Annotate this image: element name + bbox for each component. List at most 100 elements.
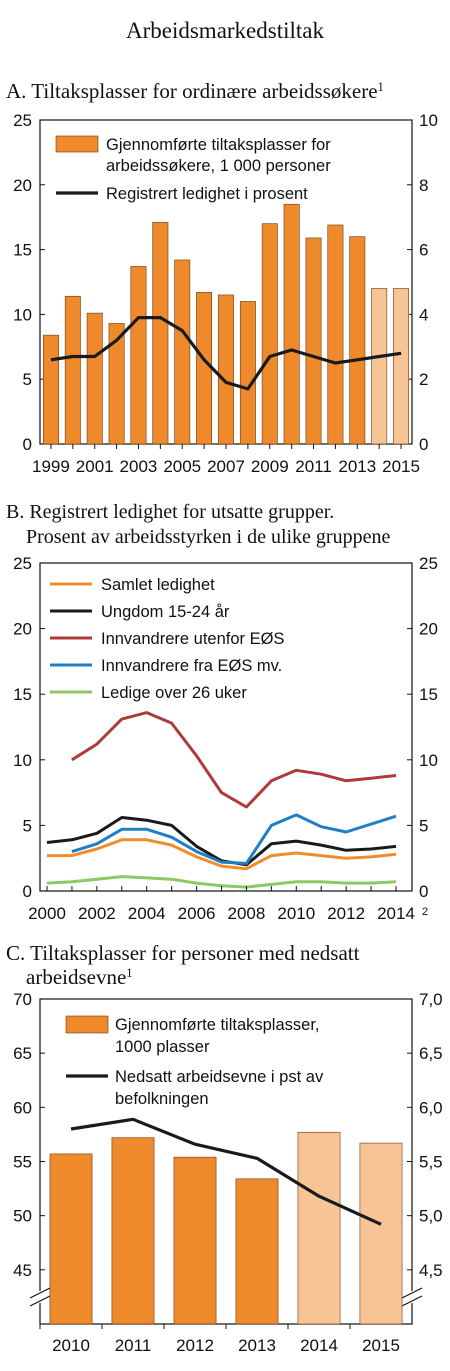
y-left-tick-label: 45: [13, 1261, 32, 1280]
y-right-tick-label: 6,0: [419, 1098, 443, 1117]
title-footnote-marker: 1: [126, 966, 132, 980]
y-left-tick-label: 25: [13, 111, 32, 130]
y-right-tick-label: 7,0: [419, 990, 443, 1009]
bar: [283, 203, 300, 445]
bar: [174, 259, 191, 445]
y-left-tick-label: 25: [13, 554, 32, 573]
bar: [359, 1142, 403, 1325]
chart-title: A. Tiltaksplasser for ordinære arbeidssø…: [6, 79, 384, 103]
axis-break-mark: [29, 1295, 51, 1307]
y-left-tick-label: 10: [13, 751, 32, 770]
x-tick-label: 2013: [338, 457, 376, 476]
legend-label: Gjennomførte tiltaksplasser,: [115, 1016, 320, 1034]
title-footnote-marker: 1: [378, 80, 384, 94]
x-tick-label: 2008: [228, 904, 266, 923]
y-left-tick-label: 70: [13, 990, 32, 1009]
bar: [235, 1178, 279, 1325]
legend-swatch-bar: [55, 135, 99, 153]
legend-label: Ungdom 15-24 år: [101, 603, 230, 621]
bar: [239, 301, 256, 445]
series-line-registrert-ledighet: [50, 316, 402, 391]
bar: [111, 1137, 155, 1325]
bar: [327, 224, 344, 445]
x-tick-label: 2004: [128, 904, 166, 923]
y-left-tick-label: 10: [13, 305, 32, 324]
x-tick-label: 2015: [382, 457, 420, 476]
bar: [130, 266, 147, 445]
series-line: [47, 838, 397, 871]
legend-label: arbeidssøkere, 1 000 personer: [106, 157, 331, 175]
y-left-tick-label: 20: [13, 176, 32, 195]
bar: [42, 334, 59, 445]
y-left-tick-label: 65: [13, 1044, 32, 1063]
y-right-tick-label: 2: [419, 370, 428, 389]
x-tick-label: 2015: [362, 1336, 400, 1355]
bar: [371, 288, 388, 445]
y-left-tick-label: 5: [23, 370, 32, 389]
legend-swatch-bar: [65, 1015, 109, 1034]
legend-label: Gjennomførte tiltaksplasser for: [106, 136, 331, 154]
x-tick-label: 2009: [251, 457, 289, 476]
series-line-nedsatt-arbeidsevne: [70, 1117, 382, 1226]
x-tick-footnote-marker: 2: [422, 906, 428, 918]
y-right-tick-label: 5,5: [419, 1153, 443, 1172]
series-line: [71, 813, 397, 865]
y-right-tick-label: 20: [419, 620, 438, 639]
x-tick-label: 2003: [120, 457, 158, 476]
y-left-tick-label: 0: [23, 882, 32, 901]
series-line: [46, 875, 397, 889]
y-left-tick-label: 0: [23, 435, 32, 454]
bar: [297, 1131, 341, 1325]
legend-label: befolkningen: [115, 1090, 209, 1108]
y-left-tick-label: 15: [13, 685, 32, 704]
y-right-tick-label: 25: [419, 554, 438, 573]
chart-panel-c: C. Tiltaksplasser for personer med nedsa…: [6, 941, 443, 1355]
legend-label: 1000 plasser: [115, 1038, 210, 1056]
axis-break-mark: [401, 1295, 423, 1307]
legend-label: Innvandrere fra EØS mv.: [101, 657, 282, 675]
y-right-tick-label: 10: [419, 751, 438, 770]
bar: [393, 288, 410, 445]
x-tick-label: 2012: [327, 904, 365, 923]
bar: [86, 312, 103, 445]
y-right-tick-label: 6,5: [419, 1044, 443, 1063]
legend-label: Nedsatt arbeidsevne i pst av: [115, 1068, 324, 1086]
x-tick-label: 2007: [207, 457, 245, 476]
x-tick-label: 1999: [32, 457, 70, 476]
bar: [196, 292, 213, 445]
bar: [64, 295, 81, 445]
y-left-tick-label: 60: [13, 1098, 32, 1117]
chart-title: B. Registrert ledighet for utsatte grupp…: [6, 501, 334, 523]
y-left-tick-label: 5: [23, 816, 32, 835]
x-tick-label: 2014: [377, 904, 415, 923]
y-right-tick-label: 4: [419, 305, 428, 324]
axis-break-gap: [30, 1291, 50, 1303]
series-line: [71, 711, 397, 809]
plot-frame: [39, 562, 413, 892]
axis-break-mark: [29, 1287, 51, 1299]
y-right-tick-label: 8: [419, 176, 428, 195]
x-tick-label: 2013: [238, 1336, 276, 1355]
x-tick-label: 2010: [277, 904, 315, 923]
x-tick-label: 2010: [52, 1336, 90, 1355]
x-tick-label: 2005: [163, 457, 201, 476]
x-tick-label: 2002: [78, 904, 116, 923]
chart-title: Prosent av arbeidsstyrken i de ulike gru…: [26, 526, 390, 548]
axis-break-gap: [402, 1291, 422, 1303]
bar: [152, 222, 169, 445]
x-tick-label: 2012: [176, 1336, 214, 1355]
bar: [261, 223, 278, 445]
y-left-tick-label: 15: [13, 241, 32, 260]
axis-break-mark: [401, 1287, 423, 1299]
y-right-tick-label: 5: [419, 816, 428, 835]
y-right-tick-label: 15: [419, 685, 438, 704]
y-right-tick-label: 6: [419, 241, 428, 260]
x-tick-label: 2011: [115, 1336, 152, 1355]
x-tick-label: 2001: [76, 457, 114, 476]
plot-frame: [39, 998, 413, 1325]
chart-title: arbeidsevne1: [26, 965, 133, 989]
chart-title: C. Tiltaksplasser for personer med nedsa…: [6, 941, 360, 965]
chart-panel-b: B. Registrert ledighet for utsatte grupp…: [6, 501, 438, 923]
bar: [305, 237, 322, 445]
chart-panel-a: A. Tiltaksplasser for ordinære arbeidssø…: [6, 79, 438, 476]
